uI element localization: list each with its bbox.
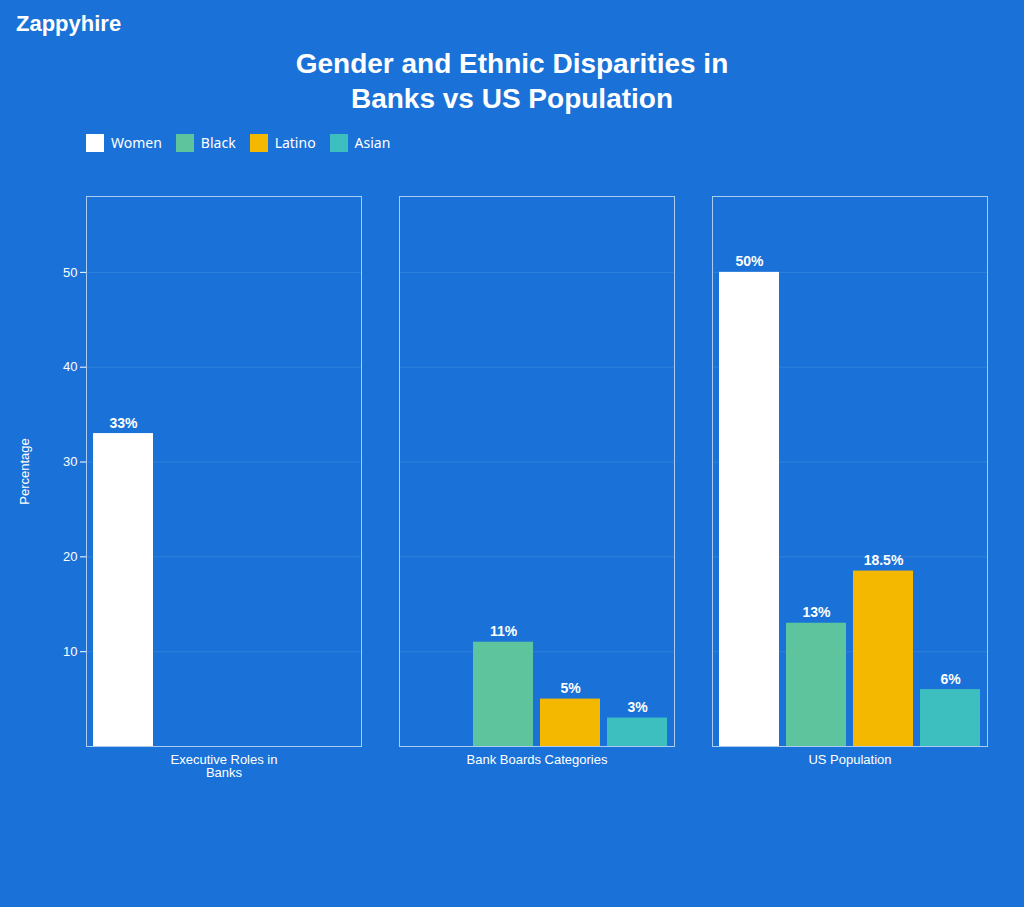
svg-text:US Population: US Population: [808, 752, 891, 767]
html-text:Zappyhire: Zappyhire: [16, 11, 122, 36]
svg-text:6%: 6%: [940, 671, 961, 687]
svg-text:20: 20: [63, 549, 77, 564]
svg-text:Bank Boards Categories: Bank Boards Categories: [467, 752, 608, 767]
svg-text:40: 40: [63, 359, 77, 374]
svg-text:3%: 3%: [627, 699, 648, 715]
html-text:Asian: Asian: [354, 133, 391, 152]
html-text:Women: Women: [111, 133, 162, 152]
html-text:Gender and Ethnic Disparities: Gender and Ethnic Disparities in Banks v…: [295, 48, 729, 114]
svg-text:33%: 33%: [109, 415, 138, 431]
svg-text:Executive Roles inBanks: Executive Roles inBanks: [171, 752, 278, 780]
svg-text:Percentage: Percentage: [17, 438, 32, 505]
svg-text:11%: 11%: [490, 623, 518, 639]
svg-text:30: 30: [63, 454, 77, 469]
html-text:Black: Black: [200, 133, 236, 152]
svg-text:50%: 50%: [735, 253, 764, 269]
svg-text:18.5%: 18.5%: [864, 552, 904, 568]
html-text:Latino: Latino: [274, 133, 316, 152]
svg-text:10: 10: [63, 644, 77, 659]
svg-text:50: 50: [63, 265, 77, 280]
svg-text:13%: 13%: [802, 604, 831, 620]
svg-text:5%: 5%: [560, 680, 581, 696]
